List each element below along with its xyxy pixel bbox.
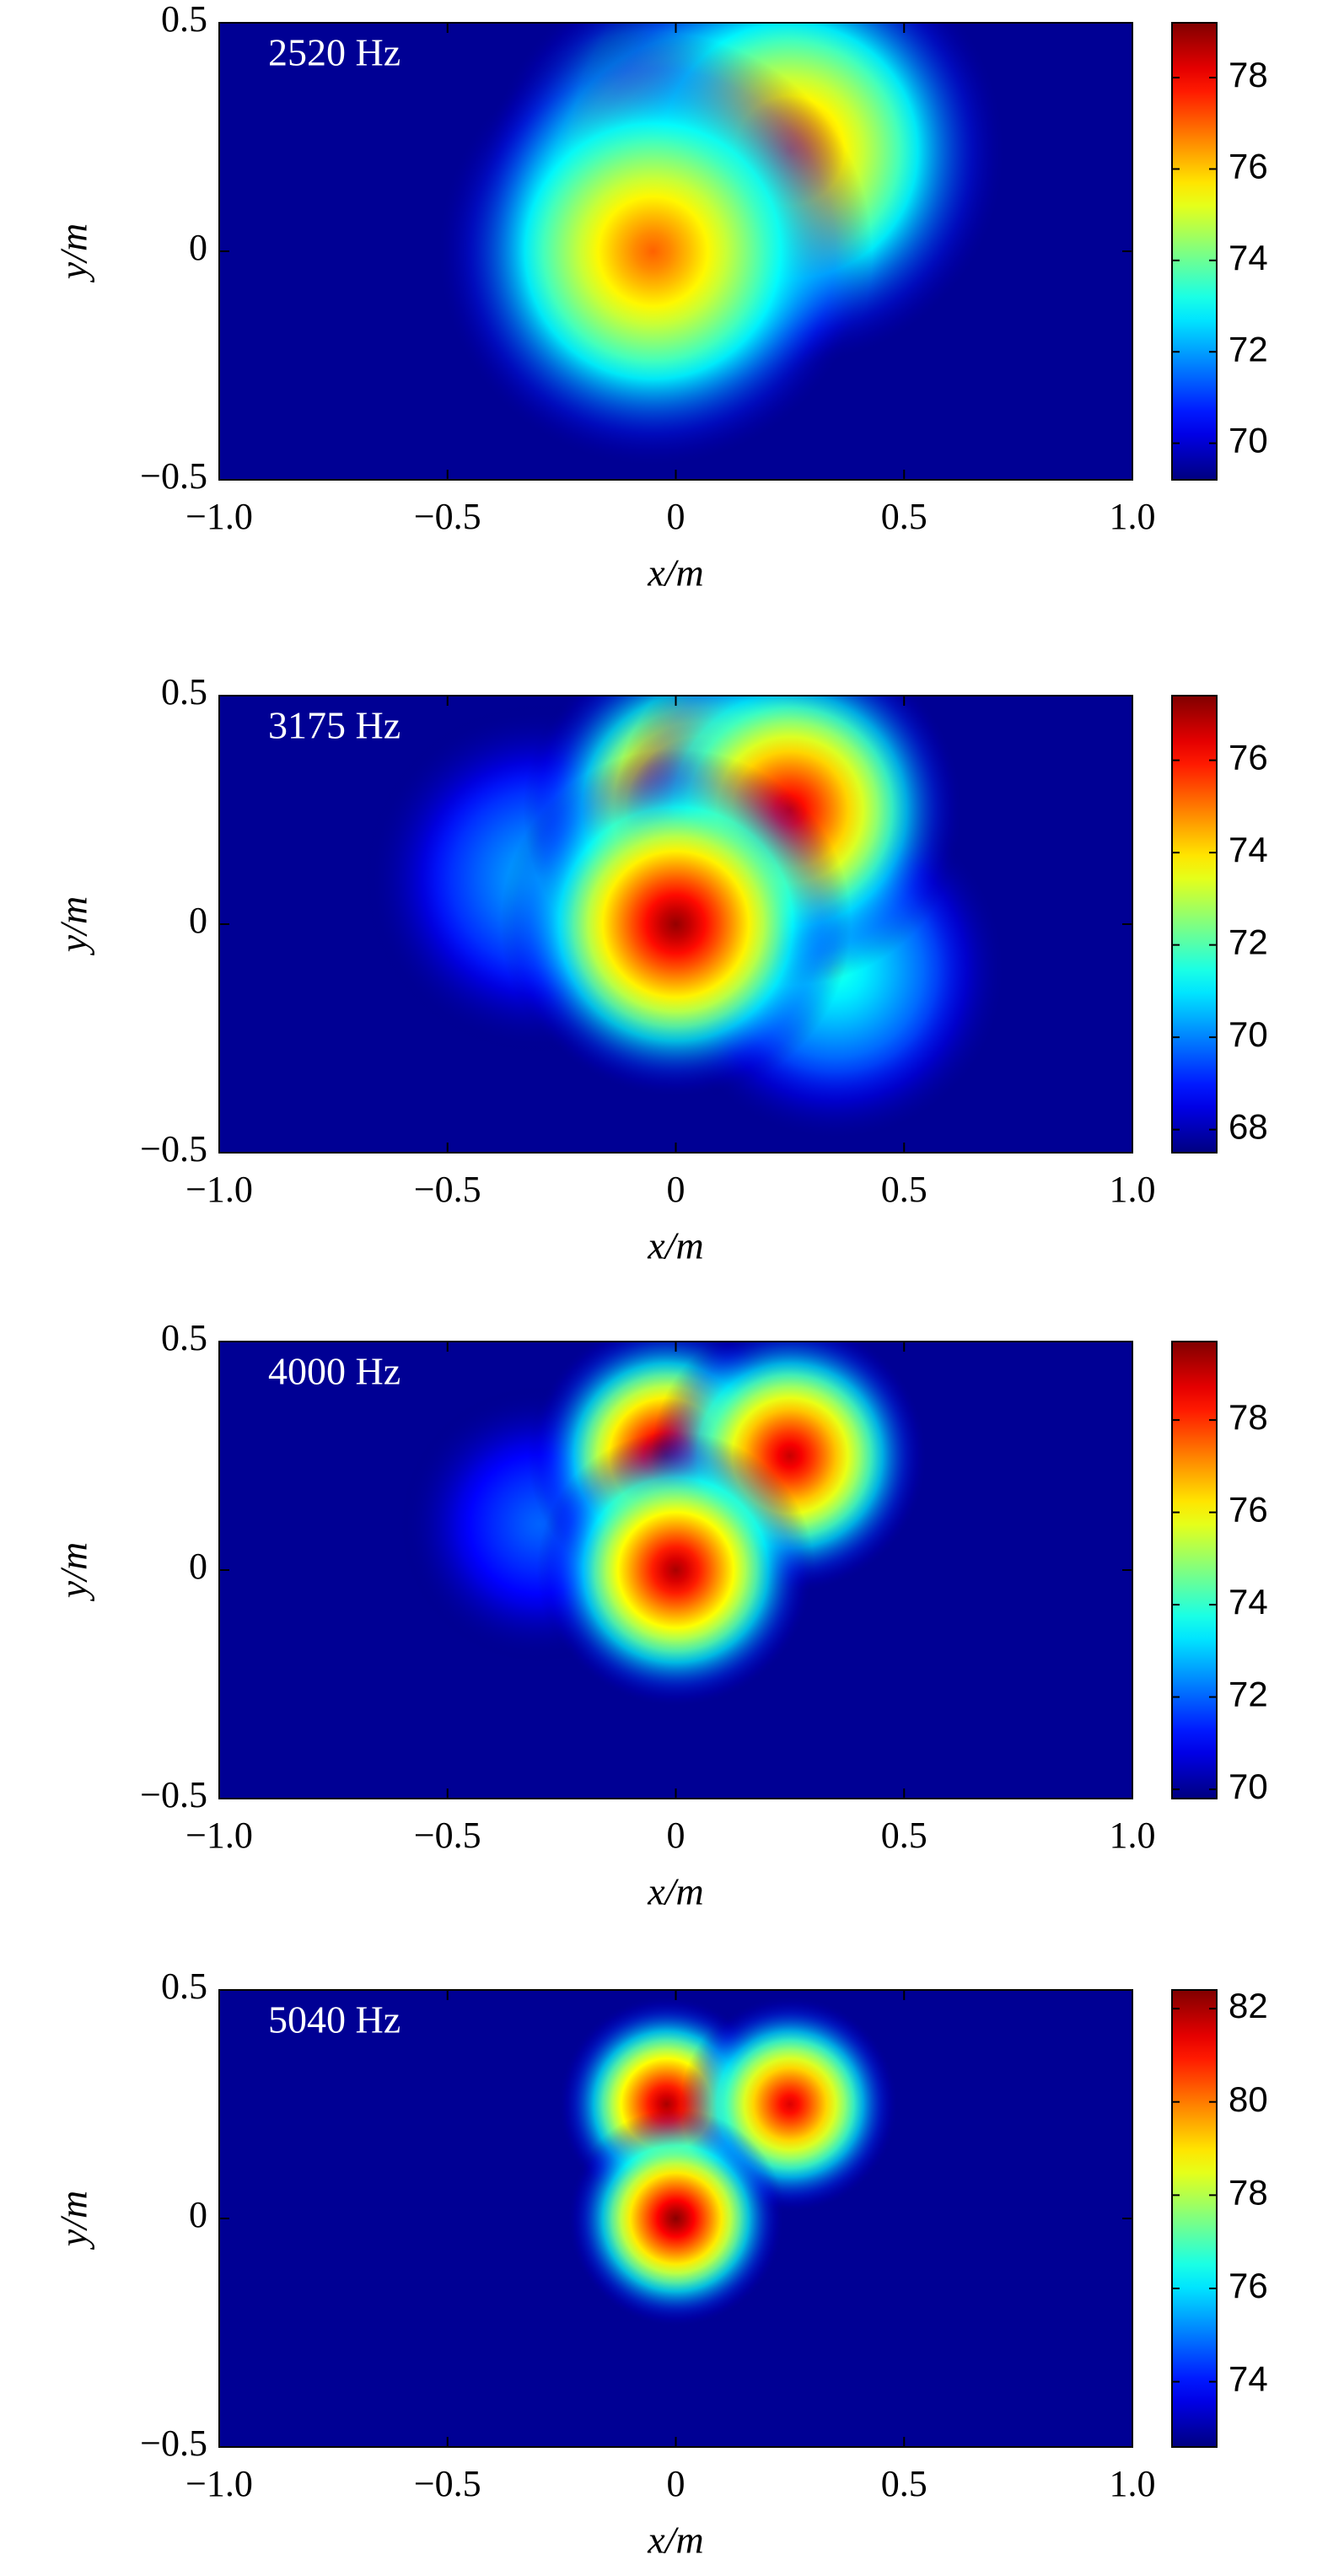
x-tick-label: 0.5 xyxy=(881,1815,927,1856)
colorbar-tick-label: 76 xyxy=(1229,738,1268,777)
colorbar-tick-label: 78 xyxy=(1229,2172,1268,2212)
heat-peak xyxy=(500,749,852,1100)
colorbar-tick-label: 72 xyxy=(1229,329,1268,368)
y-tick-label: −0.5 xyxy=(140,455,207,497)
colorbar-tick-label: 76 xyxy=(1229,1490,1268,1530)
x-axis-label: x/m xyxy=(647,1224,703,1267)
x-tick-label: −1.0 xyxy=(185,2463,253,2504)
y-tick-label: 0 xyxy=(189,1546,207,1587)
heat-peak xyxy=(433,32,873,471)
x-tick-label: 0.5 xyxy=(881,1169,927,1210)
y-tick-label: 0 xyxy=(189,900,207,941)
heat-peak xyxy=(566,2109,786,2328)
x-tick-label: 0 xyxy=(667,496,686,537)
x-tick-label: 1.0 xyxy=(1110,1815,1156,1856)
plot-area xyxy=(219,1342,1132,1799)
heat-peak xyxy=(536,1431,815,1709)
y-tick-label: 0.5 xyxy=(161,0,207,40)
y-tick-label: 0 xyxy=(189,227,207,268)
x-tick-label: 0 xyxy=(667,1815,686,1856)
plot-area xyxy=(219,696,1132,1153)
colorbar-tick-label: 74 xyxy=(1229,238,1268,277)
colorbar xyxy=(1171,22,1218,481)
colorbar xyxy=(1171,1341,1218,1799)
y-axis-label: y/m xyxy=(52,2191,95,2250)
colorbar-tick-label: 78 xyxy=(1229,1397,1268,1437)
x-tick-label: −1.0 xyxy=(185,1815,253,1856)
x-tick-label: 0 xyxy=(667,2463,686,2504)
x-axis-label: x/m xyxy=(647,2519,703,2562)
panel-annotation: 5040 Hz xyxy=(268,1998,401,2041)
colorbar-tick-label: 70 xyxy=(1229,1014,1268,1054)
y-axis-label: y/m xyxy=(52,1542,95,1601)
colorbar-tick-label: 74 xyxy=(1229,830,1268,869)
colorbar-tick-label: 76 xyxy=(1229,2266,1268,2305)
y-tick-label: −0.5 xyxy=(140,2423,207,2464)
x-tick-label: 0 xyxy=(667,1169,686,1210)
colorbar-tick-label: 74 xyxy=(1229,1582,1268,1621)
panel-annotation: 4000 Hz xyxy=(268,1350,401,1393)
plot-area xyxy=(219,1990,1132,2447)
x-tick-label: 0.5 xyxy=(881,496,927,537)
x-tick-label: 1.0 xyxy=(1110,1169,1156,1210)
colorbar-tick-label: 74 xyxy=(1229,2359,1268,2399)
x-tick-label: −0.5 xyxy=(414,496,481,537)
colorbar-tick-label: 72 xyxy=(1229,922,1268,962)
plot-area xyxy=(219,23,1132,480)
y-tick-label: 0.5 xyxy=(161,1317,207,1358)
y-tick-label: 0 xyxy=(189,2194,207,2235)
x-axis-label: x/m xyxy=(647,551,703,594)
x-tick-label: −0.5 xyxy=(414,1169,481,1210)
x-tick-label: −0.5 xyxy=(414,1815,481,1856)
x-tick-label: −0.5 xyxy=(414,2463,481,2504)
colorbar-tick-label: 70 xyxy=(1229,421,1268,460)
x-tick-label: 1.0 xyxy=(1110,496,1156,537)
x-tick-label: −1.0 xyxy=(185,496,253,537)
y-axis-label: y/m xyxy=(52,223,95,282)
colorbar-tick-label: 80 xyxy=(1229,2079,1268,2119)
colorbar-tick-label: 76 xyxy=(1229,147,1268,186)
x-tick-label: 1.0 xyxy=(1110,2463,1156,2504)
y-tick-label: −0.5 xyxy=(140,1128,207,1170)
colorbar-tick-label: 68 xyxy=(1229,1107,1268,1147)
x-tick-label: 0.5 xyxy=(881,2463,927,2504)
colorbar-tick-label: 72 xyxy=(1229,1675,1268,1714)
colorbar-tick-label: 82 xyxy=(1229,1986,1268,2025)
y-tick-label: −0.5 xyxy=(140,1774,207,1815)
colorbar xyxy=(1171,695,1218,1154)
y-tick-label: 0.5 xyxy=(161,1966,207,2007)
colorbar-tick-label: 70 xyxy=(1229,1767,1268,1806)
colorbar xyxy=(1171,1989,1218,2448)
panel-annotation: 3175 Hz xyxy=(268,704,401,747)
colorbar-tick-label: 78 xyxy=(1229,55,1268,94)
x-axis-label: x/m xyxy=(647,1870,703,1913)
x-tick-label: −1.0 xyxy=(185,1169,253,1210)
y-axis-label: y/m xyxy=(52,896,95,955)
panel-annotation: 2520 Hz xyxy=(268,31,401,74)
y-tick-label: 0.5 xyxy=(161,671,207,713)
